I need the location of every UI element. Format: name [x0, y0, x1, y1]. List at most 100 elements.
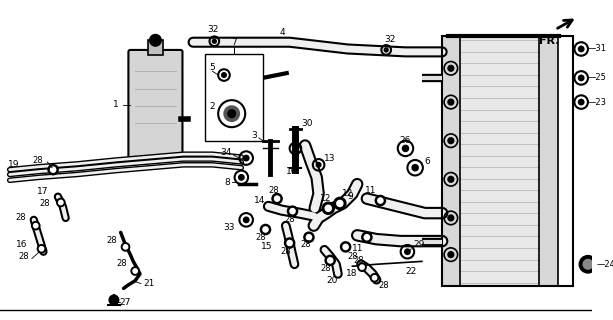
Circle shape [327, 258, 333, 263]
Text: 17: 17 [37, 187, 48, 196]
Circle shape [448, 65, 454, 71]
Text: 29: 29 [413, 240, 425, 250]
Circle shape [109, 295, 119, 305]
Text: 30: 30 [301, 119, 313, 128]
Circle shape [212, 39, 216, 43]
Circle shape [448, 252, 454, 258]
Text: 2: 2 [210, 102, 215, 111]
Circle shape [37, 244, 47, 254]
Circle shape [324, 255, 336, 266]
Text: 28: 28 [353, 256, 364, 265]
Circle shape [263, 227, 268, 232]
Text: FR.: FR. [539, 36, 559, 46]
Circle shape [287, 240, 292, 246]
FancyBboxPatch shape [128, 50, 183, 160]
Circle shape [583, 260, 593, 269]
Text: —25: —25 [588, 73, 607, 83]
Circle shape [579, 100, 584, 105]
Circle shape [284, 237, 295, 249]
Text: 28: 28 [40, 199, 50, 208]
Text: —23: —23 [588, 98, 607, 107]
Text: 34: 34 [220, 148, 232, 157]
Circle shape [448, 99, 454, 105]
Circle shape [343, 244, 348, 250]
Bar [539, 36, 558, 286]
Text: 27: 27 [120, 298, 131, 308]
Text: 6: 6 [425, 157, 430, 166]
Text: 3: 3 [251, 132, 257, 140]
Circle shape [337, 200, 343, 206]
Text: 14: 14 [254, 196, 265, 205]
Circle shape [275, 196, 280, 201]
Text: —24: —24 [596, 260, 613, 269]
Text: 4: 4 [280, 28, 286, 37]
Circle shape [243, 217, 249, 222]
Text: 28: 28 [321, 264, 331, 273]
Text: 15: 15 [261, 242, 272, 252]
Circle shape [121, 242, 131, 252]
Text: 32: 32 [384, 35, 395, 44]
Circle shape [375, 195, 386, 206]
Text: 28: 28 [106, 236, 117, 244]
Text: 8: 8 [224, 178, 230, 187]
Circle shape [224, 106, 240, 121]
Circle shape [260, 224, 272, 235]
Circle shape [340, 241, 351, 253]
Text: 20: 20 [326, 276, 338, 285]
Circle shape [373, 276, 377, 280]
Text: 28: 28 [300, 240, 311, 250]
Bar [442, 36, 460, 286]
Circle shape [448, 215, 454, 221]
Circle shape [306, 235, 311, 240]
Text: 1: 1 [113, 100, 119, 109]
Circle shape [290, 209, 295, 214]
Circle shape [333, 197, 346, 210]
Circle shape [56, 198, 66, 207]
Circle shape [238, 175, 244, 180]
Circle shape [357, 262, 367, 272]
Text: 28: 28 [117, 259, 128, 268]
Circle shape [272, 193, 283, 204]
Text: 9: 9 [348, 192, 353, 201]
Circle shape [384, 48, 388, 52]
Circle shape [50, 167, 56, 172]
Circle shape [361, 231, 373, 243]
Text: 28: 28 [280, 247, 291, 256]
Circle shape [222, 73, 226, 77]
Text: 26: 26 [400, 136, 411, 145]
Text: 22: 22 [405, 267, 417, 276]
Circle shape [405, 249, 410, 254]
Circle shape [39, 247, 44, 251]
Circle shape [47, 164, 59, 175]
Bar [458, 37, 539, 285]
Text: 28: 28 [348, 252, 358, 261]
Circle shape [243, 156, 249, 161]
Text: 21: 21 [143, 279, 154, 288]
Circle shape [316, 163, 321, 167]
Text: —31: —31 [588, 44, 607, 53]
Circle shape [579, 256, 596, 273]
Circle shape [402, 145, 409, 151]
Text: 12: 12 [319, 194, 331, 203]
Circle shape [133, 269, 137, 273]
Circle shape [303, 231, 314, 243]
Text: 28: 28 [33, 156, 44, 164]
Bar [148, 40, 163, 55]
Text: 10: 10 [286, 167, 297, 176]
Circle shape [364, 235, 370, 240]
Bar [205, 54, 262, 141]
Circle shape [150, 35, 161, 46]
Circle shape [321, 202, 335, 215]
Circle shape [326, 205, 331, 211]
Bar [442, 36, 574, 286]
Circle shape [287, 205, 299, 217]
Text: 7: 7 [230, 38, 237, 47]
Text: 28: 28 [285, 215, 295, 224]
Circle shape [228, 110, 235, 117]
Circle shape [579, 46, 584, 52]
Text: 11: 11 [365, 186, 376, 196]
Text: 28: 28 [15, 213, 26, 222]
Circle shape [370, 273, 379, 283]
Text: 28: 28 [18, 252, 29, 261]
Text: 33: 33 [223, 223, 235, 232]
